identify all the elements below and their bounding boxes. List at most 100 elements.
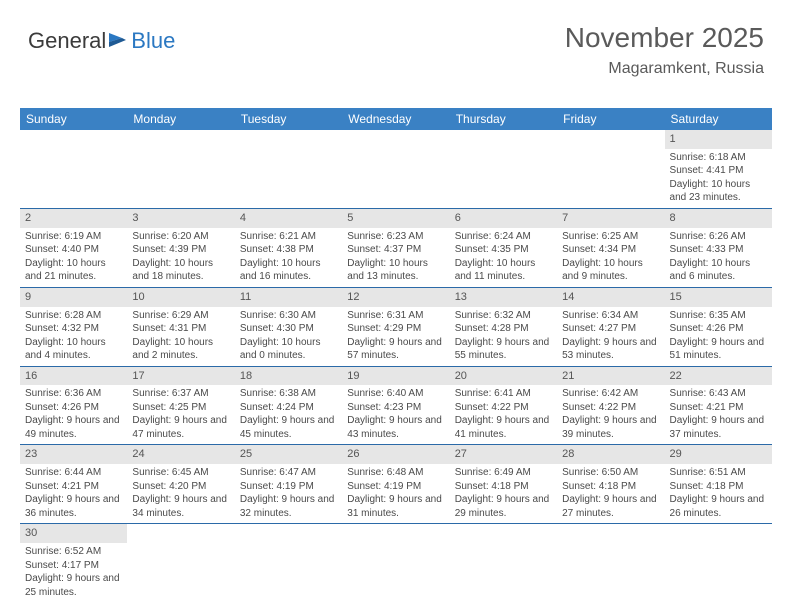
sunrise-line: Sunrise: 6:47 AM (240, 466, 337, 480)
calendar-day-cell: 1Sunrise: 6:18 AMSunset: 4:41 PMDaylight… (665, 130, 772, 208)
day-details: Sunrise: 6:30 AMSunset: 4:30 PMDaylight:… (235, 307, 342, 366)
calendar-day-cell: 25Sunrise: 6:47 AMSunset: 4:19 PMDayligh… (235, 445, 342, 524)
calendar-day-cell (557, 524, 664, 602)
daylight-line: Daylight: 9 hours and 51 minutes. (670, 336, 767, 363)
sunrise-line: Sunrise: 6:23 AM (347, 230, 444, 244)
sunrise-line: Sunrise: 6:30 AM (240, 309, 337, 323)
daylight-line: Daylight: 9 hours and 45 minutes. (240, 414, 337, 441)
day-number: 19 (342, 367, 449, 386)
sunset-line: Sunset: 4:18 PM (455, 480, 552, 494)
weekday-header: Saturday (665, 108, 772, 130)
day-number: 13 (450, 288, 557, 307)
sunset-line: Sunset: 4:32 PM (25, 322, 122, 336)
day-details: Sunrise: 6:32 AMSunset: 4:28 PMDaylight:… (450, 307, 557, 366)
day-details: Sunrise: 6:42 AMSunset: 4:22 PMDaylight:… (557, 385, 664, 444)
calendar-day-cell: 8Sunrise: 6:26 AMSunset: 4:33 PMDaylight… (665, 208, 772, 287)
sunset-line: Sunset: 4:28 PM (455, 322, 552, 336)
day-number: 30 (20, 524, 127, 543)
day-number: 18 (235, 367, 342, 386)
sunrise-line: Sunrise: 6:51 AM (670, 466, 767, 480)
day-number: 23 (20, 445, 127, 464)
sunset-line: Sunset: 4:30 PM (240, 322, 337, 336)
day-details: Sunrise: 6:26 AMSunset: 4:33 PMDaylight:… (665, 228, 772, 287)
sunrise-line: Sunrise: 6:28 AM (25, 309, 122, 323)
calendar-day-cell (450, 524, 557, 602)
day-details: Sunrise: 6:23 AMSunset: 4:37 PMDaylight:… (342, 228, 449, 287)
day-details: Sunrise: 6:19 AMSunset: 4:40 PMDaylight:… (20, 228, 127, 287)
calendar-week-row: 16Sunrise: 6:36 AMSunset: 4:26 PMDayligh… (20, 366, 772, 445)
daylight-line: Daylight: 9 hours and 29 minutes. (455, 493, 552, 520)
sunset-line: Sunset: 4:35 PM (455, 243, 552, 257)
day-details: Sunrise: 6:37 AMSunset: 4:25 PMDaylight:… (127, 385, 234, 444)
day-number: 6 (450, 209, 557, 228)
day-number: 21 (557, 367, 664, 386)
calendar-day-cell: 26Sunrise: 6:48 AMSunset: 4:19 PMDayligh… (342, 445, 449, 524)
day-details: Sunrise: 6:44 AMSunset: 4:21 PMDaylight:… (20, 464, 127, 523)
calendar-day-cell (665, 524, 772, 602)
sunrise-line: Sunrise: 6:34 AM (562, 309, 659, 323)
day-details: Sunrise: 6:24 AMSunset: 4:35 PMDaylight:… (450, 228, 557, 287)
day-details: Sunrise: 6:18 AMSunset: 4:41 PMDaylight:… (665, 149, 772, 208)
sunrise-line: Sunrise: 6:19 AM (25, 230, 122, 244)
calendar-day-cell: 18Sunrise: 6:38 AMSunset: 4:24 PMDayligh… (235, 366, 342, 445)
day-number: 20 (450, 367, 557, 386)
day-details: Sunrise: 6:43 AMSunset: 4:21 PMDaylight:… (665, 385, 772, 444)
sunset-line: Sunset: 4:18 PM (670, 480, 767, 494)
calendar-day-cell: 17Sunrise: 6:37 AMSunset: 4:25 PMDayligh… (127, 366, 234, 445)
day-details: Sunrise: 6:40 AMSunset: 4:23 PMDaylight:… (342, 385, 449, 444)
daylight-line: Daylight: 9 hours and 27 minutes. (562, 493, 659, 520)
weekday-header-row: Sunday Monday Tuesday Wednesday Thursday… (20, 108, 772, 130)
calendar-day-cell: 16Sunrise: 6:36 AMSunset: 4:26 PMDayligh… (20, 366, 127, 445)
daylight-line: Daylight: 9 hours and 31 minutes. (347, 493, 444, 520)
day-details: Sunrise: 6:31 AMSunset: 4:29 PMDaylight:… (342, 307, 449, 366)
calendar-day-cell: 10Sunrise: 6:29 AMSunset: 4:31 PMDayligh… (127, 287, 234, 366)
sunset-line: Sunset: 4:22 PM (455, 401, 552, 415)
day-number: 11 (235, 288, 342, 307)
sunset-line: Sunset: 4:23 PM (347, 401, 444, 415)
sunrise-line: Sunrise: 6:41 AM (455, 387, 552, 401)
calendar-day-cell: 20Sunrise: 6:41 AMSunset: 4:22 PMDayligh… (450, 366, 557, 445)
sunrise-line: Sunrise: 6:35 AM (670, 309, 767, 323)
day-number: 24 (127, 445, 234, 464)
day-details: Sunrise: 6:52 AMSunset: 4:17 PMDaylight:… (20, 543, 127, 602)
calendar-day-cell (342, 524, 449, 602)
calendar-day-cell: 15Sunrise: 6:35 AMSunset: 4:26 PMDayligh… (665, 287, 772, 366)
sunset-line: Sunset: 4:20 PM (132, 480, 229, 494)
calendar-day-cell: 11Sunrise: 6:30 AMSunset: 4:30 PMDayligh… (235, 287, 342, 366)
daylight-line: Daylight: 10 hours and 4 minutes. (25, 336, 122, 363)
sunset-line: Sunset: 4:21 PM (25, 480, 122, 494)
day-details: Sunrise: 6:25 AMSunset: 4:34 PMDaylight:… (557, 228, 664, 287)
sunset-line: Sunset: 4:34 PM (562, 243, 659, 257)
header: November 2025 Magaramkent, Russia (565, 22, 764, 78)
calendar-week-row: 2Sunrise: 6:19 AMSunset: 4:40 PMDaylight… (20, 208, 772, 287)
daylight-line: Daylight: 10 hours and 9 minutes. (562, 257, 659, 284)
day-number: 28 (557, 445, 664, 464)
day-number: 16 (20, 367, 127, 386)
logo-text-2: Blue (131, 28, 175, 54)
daylight-line: Daylight: 9 hours and 55 minutes. (455, 336, 552, 363)
calendar-day-cell: 28Sunrise: 6:50 AMSunset: 4:18 PMDayligh… (557, 445, 664, 524)
day-details: Sunrise: 6:50 AMSunset: 4:18 PMDaylight:… (557, 464, 664, 523)
day-details: Sunrise: 6:49 AMSunset: 4:18 PMDaylight:… (450, 464, 557, 523)
logo: General Blue (28, 28, 175, 54)
calendar-week-row: 9Sunrise: 6:28 AMSunset: 4:32 PMDaylight… (20, 287, 772, 366)
calendar-day-cell: 19Sunrise: 6:40 AMSunset: 4:23 PMDayligh… (342, 366, 449, 445)
day-number: 5 (342, 209, 449, 228)
day-number: 10 (127, 288, 234, 307)
daylight-line: Daylight: 9 hours and 32 minutes. (240, 493, 337, 520)
sunrise-line: Sunrise: 6:44 AM (25, 466, 122, 480)
daylight-line: Daylight: 9 hours and 25 minutes. (25, 572, 122, 599)
daylight-line: Daylight: 9 hours and 26 minutes. (670, 493, 767, 520)
day-details: Sunrise: 6:51 AMSunset: 4:18 PMDaylight:… (665, 464, 772, 523)
day-details: Sunrise: 6:34 AMSunset: 4:27 PMDaylight:… (557, 307, 664, 366)
sunrise-line: Sunrise: 6:36 AM (25, 387, 122, 401)
day-number: 27 (450, 445, 557, 464)
sunset-line: Sunset: 4:27 PM (562, 322, 659, 336)
sunrise-line: Sunrise: 6:18 AM (670, 151, 767, 165)
sunset-line: Sunset: 4:41 PM (670, 164, 767, 178)
calendar-day-cell: 21Sunrise: 6:42 AMSunset: 4:22 PMDayligh… (557, 366, 664, 445)
weekday-header: Tuesday (235, 108, 342, 130)
daylight-line: Daylight: 9 hours and 37 minutes. (670, 414, 767, 441)
sunrise-line: Sunrise: 6:43 AM (670, 387, 767, 401)
sunset-line: Sunset: 4:26 PM (670, 322, 767, 336)
